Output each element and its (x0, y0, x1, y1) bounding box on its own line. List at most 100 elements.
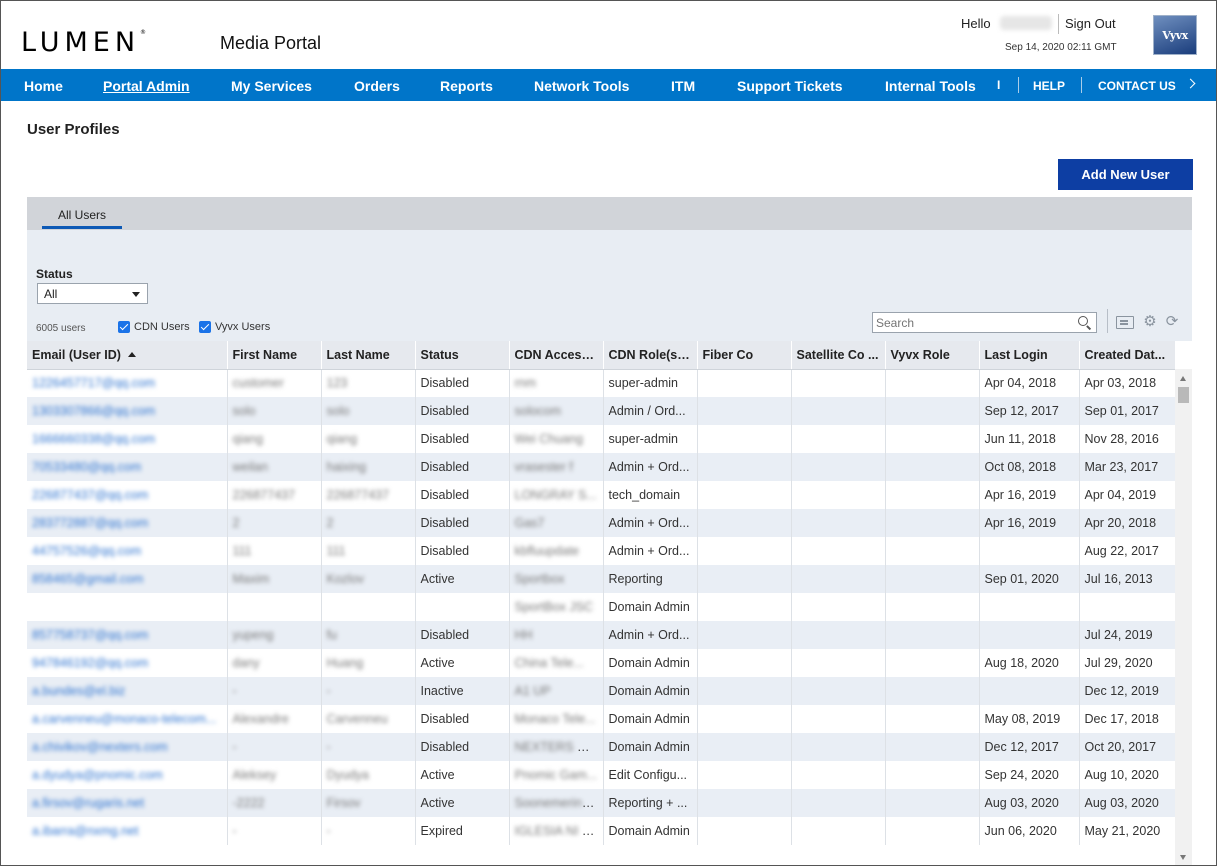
nav-orders[interactable]: Orders (354, 78, 400, 94)
email-cell[interactable]: 70533480@qq.com (27, 453, 228, 481)
table-row[interactable]: a.carvenneu@monaco-telecom... Alexandre Ca… (27, 705, 1176, 733)
table-row[interactable]: 947846192@qq.com dany Huang Active China Tel… (27, 649, 1176, 677)
table-row[interactable]: a.bundes@el.biz - - Inactive A1 UP Domain Adm… (27, 677, 1176, 705)
column-header-fiber-co[interactable]: Fiber Co (697, 341, 792, 370)
column-header-status[interactable]: Status (415, 341, 510, 370)
table-row[interactable]: 857758737@qq.com yupeng fu Disabled HH Admin … (27, 621, 1176, 649)
nav-portal-admin[interactable]: Portal Admin (103, 78, 190, 94)
search-icon[interactable] (1078, 316, 1088, 326)
email-value[interactable]: 70533480@qq.com (32, 460, 142, 474)
table-row[interactable]: a.firsov@rugaris.net -2222 Firsov Active Soo… (27, 789, 1176, 817)
status-cell: Disabled (415, 509, 510, 537)
table-row[interactable]: 283772887@qq.com 2 2 Disabled Gas7 Admin + Or… (27, 509, 1176, 537)
nav-itm[interactable]: ITM (671, 78, 696, 94)
email-cell[interactable]: 1666660338@qq.com (27, 425, 228, 453)
table-row[interactable]: SportBox JSC Domain Admin (27, 593, 1176, 621)
email-cell[interactable]: 44757526@qq.com (27, 537, 228, 565)
email-cell[interactable]: 1303307866@qq.com (27, 397, 228, 425)
email-cell[interactable]: a.chivikov@nexters.com (27, 733, 228, 761)
table-row[interactable]: 858465@gmail.com Maxim Kozlov Active Sportbo… (27, 565, 1176, 593)
email-value[interactable]: 1226457717@qq.com (32, 376, 156, 391)
email-value[interactable]: a.bundes@el.biz (32, 684, 126, 698)
table-row[interactable]: a.dyudya@pnomic.com Aleksey Dyudya Active Pn… (27, 761, 1176, 789)
column-header-satellite-co[interactable]: Satellite Co ... (791, 341, 886, 370)
last-login-cell: Apr 04, 2018 (979, 369, 1080, 397)
cdn-role-cell: Admin + Ord... (603, 509, 698, 537)
cdn-users-checkbox[interactable]: CDN Users (118, 321, 190, 333)
email-cell[interactable]: 1226457717@qq.com (27, 369, 228, 397)
email-cell[interactable] (27, 593, 228, 621)
column-header-vyvx-role[interactable]: Vyvx Role (885, 341, 980, 370)
satellite-co-cell (791, 677, 886, 705)
tab-all-users[interactable]: All Users (42, 208, 122, 229)
table-row[interactable]: 70533480@qq.com weilan haixing Disabled vras… (27, 453, 1176, 481)
email-cell[interactable]: a.carvenneu@monaco-telecom... (27, 705, 228, 733)
chevron-right-icon[interactable] (1185, 78, 1196, 89)
table-row[interactable]: 1226457717@qq.com customer 123 Disabled rnm s… (27, 369, 1176, 397)
table-row[interactable]: 44757526@qq.com 111 111 Disabled kbfluupdate… (27, 537, 1176, 565)
scrollbar-thumb[interactable] (1178, 387, 1189, 403)
email-value[interactable]: 44757526@qq.com (32, 544, 142, 558)
table-row[interactable]: a.ibarra@nxmg.net - - Expired IGLESIA NI C..… (27, 817, 1176, 845)
email-value[interactable]: 226877437@qq.com (32, 488, 149, 502)
column-header-email[interactable]: Email (User ID) (27, 341, 228, 370)
nav-home[interactable]: Home (24, 78, 63, 94)
email-cell[interactable]: a.firsov@rugaris.net (27, 789, 228, 817)
table-row[interactable]: 1303307866@qq.com solo solo Disabled solocom… (27, 397, 1176, 425)
column-header-last-name[interactable]: Last Name (321, 341, 416, 370)
nav-contact-us[interactable]: CONTACT US (1098, 79, 1176, 93)
email-value[interactable]: a.carvenneu@monaco-telecom... (32, 712, 217, 726)
column-header-created-date[interactable]: Created Dat... (1079, 341, 1176, 370)
column-header-last-login[interactable]: Last Login (979, 341, 1080, 370)
email-value[interactable]: a.dyudya@pnomic.com (32, 768, 163, 782)
email-value[interactable]: 1666660338@qq.com (32, 432, 156, 446)
gear-icon[interactable]: ⚙ (1143, 313, 1157, 330)
export-icon[interactable] (1116, 316, 1134, 329)
nav-help[interactable]: HELP (1033, 79, 1066, 93)
vyvx-users-checkbox[interactable]: Vyvx Users (199, 321, 270, 333)
sign-out-link[interactable]: Sign Out (1065, 16, 1116, 31)
lumen-logo[interactable]: LUMEN® (21, 27, 147, 58)
nav-my-services[interactable]: My Services (231, 78, 312, 94)
nav-support-tickets[interactable]: Support Tickets (737, 78, 843, 94)
nav-network-tools[interactable]: Network Tools (534, 78, 630, 94)
column-header-cdn-roles[interactable]: CDN Role(s)... (603, 341, 698, 370)
email-cell[interactable]: 858465@gmail.com (27, 565, 228, 593)
email-cell[interactable]: a.dyudya@pnomic.com (27, 761, 228, 789)
first-name-value: Alexandre (232, 712, 289, 726)
search-input[interactable] (872, 312, 1097, 333)
email-value[interactable]: 857758737@qq.com (32, 628, 149, 642)
nav-overflow-item[interactable]: I (997, 78, 1001, 92)
checkbox-checked-icon[interactable] (199, 321, 211, 333)
add-new-user-button[interactable]: Add New User (1058, 159, 1193, 190)
column-header-cdn-access[interactable]: CDN Access... (509, 341, 604, 370)
email-cell[interactable]: 283772887@qq.com (27, 509, 228, 537)
email-cell[interactable]: a.ibarra@nxmg.net (27, 817, 228, 845)
vertical-scrollbar[interactable] (1175, 369, 1192, 865)
cdn-role-cell: Domain Admin (603, 705, 698, 733)
nav-reports[interactable]: Reports (440, 78, 493, 94)
table-row[interactable]: a.chivikov@nexters.com - - Disabled NEXTERS … (27, 733, 1176, 761)
refresh-icon[interactable]: ⟳ (1165, 313, 1179, 330)
status-value: Active (420, 572, 455, 586)
email-value[interactable]: 858465@gmail.com (32, 572, 144, 586)
email-value[interactable]: a.chivikov@nexters.com (32, 740, 168, 754)
checkbox-checked-icon[interactable] (118, 321, 130, 333)
email-cell[interactable]: 857758737@qq.com (27, 621, 228, 649)
nav-internal-tools[interactable]: Internal Tools (885, 78, 976, 94)
email-cell[interactable]: 947846192@qq.com (27, 649, 228, 677)
email-cell[interactable]: a.bundes@el.biz (27, 677, 228, 705)
email-value[interactable]: 1303307866@qq.com (32, 404, 156, 418)
scroll-down-icon[interactable] (1180, 855, 1186, 860)
scroll-up-icon[interactable] (1180, 376, 1186, 381)
email-value[interactable]: a.ibarra@nxmg.net (32, 824, 139, 838)
table-row[interactable]: 1666660338@qq.com qiang qiang Disabled Wei C… (27, 425, 1176, 453)
email-value[interactable]: a.firsov@rugaris.net (32, 796, 145, 810)
fiber-co-cell (697, 817, 792, 845)
email-cell[interactable]: 226877437@qq.com (27, 481, 228, 509)
status-filter-select[interactable]: All (37, 283, 148, 304)
table-row[interactable]: 226877437@qq.com 226877437 226877437 Disabl… (27, 481, 1176, 509)
column-header-first-name[interactable]: First Name (227, 341, 322, 370)
email-value[interactable]: 283772887@qq.com (32, 516, 149, 530)
email-value[interactable]: 947846192@qq.com (32, 656, 149, 670)
